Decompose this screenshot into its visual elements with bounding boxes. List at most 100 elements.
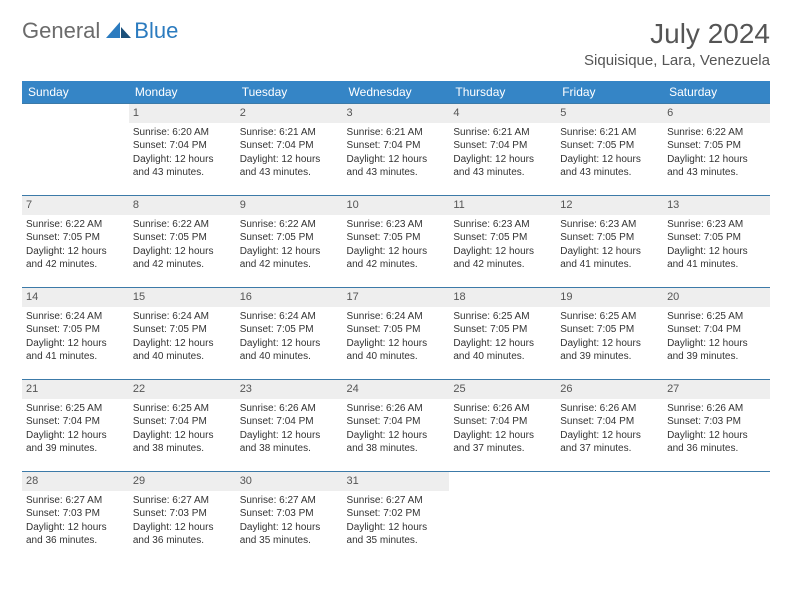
sunrise-text: Sunrise: 6:26 AM — [453, 402, 552, 416]
sunset-text: Sunset: 7:05 PM — [453, 231, 552, 245]
calendar-day-cell — [449, 472, 556, 564]
day-number: 6 — [663, 104, 770, 123]
day-number: 4 — [449, 104, 556, 123]
day-number: 21 — [22, 380, 129, 399]
sunrise-text: Sunrise: 6:22 AM — [133, 218, 232, 232]
weekday-header: Thursday — [449, 81, 556, 104]
calendar-day-cell: 16Sunrise: 6:24 AMSunset: 7:05 PMDayligh… — [236, 288, 343, 380]
calendar-day-cell: 14Sunrise: 6:24 AMSunset: 7:05 PMDayligh… — [22, 288, 129, 380]
sunrise-text: Sunrise: 6:26 AM — [667, 402, 766, 416]
daylight-text: Daylight: 12 hours and 41 minutes. — [560, 245, 659, 272]
calendar-week-row: 7Sunrise: 6:22 AMSunset: 7:05 PMDaylight… — [22, 196, 770, 288]
sunrise-text: Sunrise: 6:27 AM — [347, 494, 446, 508]
sunrise-text: Sunrise: 6:27 AM — [26, 494, 125, 508]
daylight-text: Daylight: 12 hours and 42 minutes. — [453, 245, 552, 272]
sunrise-text: Sunrise: 6:26 AM — [240, 402, 339, 416]
sunset-text: Sunset: 7:04 PM — [560, 415, 659, 429]
calendar-day-cell: 2Sunrise: 6:21 AMSunset: 7:04 PMDaylight… — [236, 104, 343, 196]
calendar-day-cell: 21Sunrise: 6:25 AMSunset: 7:04 PMDayligh… — [22, 380, 129, 472]
day-number: 16 — [236, 288, 343, 307]
daylight-text: Daylight: 12 hours and 38 minutes. — [347, 429, 446, 456]
daylight-text: Daylight: 12 hours and 37 minutes. — [453, 429, 552, 456]
logo-sail-icon — [106, 22, 132, 40]
daylight-text: Daylight: 12 hours and 37 minutes. — [560, 429, 659, 456]
calendar-day-cell — [556, 472, 663, 564]
daylight-text: Daylight: 12 hours and 43 minutes. — [667, 153, 766, 180]
sunrise-text: Sunrise: 6:23 AM — [347, 218, 446, 232]
day-number: 19 — [556, 288, 663, 307]
sunrise-text: Sunrise: 6:21 AM — [453, 126, 552, 140]
calendar-day-cell: 31Sunrise: 6:27 AMSunset: 7:02 PMDayligh… — [343, 472, 450, 564]
day-number: 14 — [22, 288, 129, 307]
calendar-day-cell: 29Sunrise: 6:27 AMSunset: 7:03 PMDayligh… — [129, 472, 236, 564]
daylight-text: Daylight: 12 hours and 43 minutes. — [560, 153, 659, 180]
calendar-day-cell: 25 Sunrise: 6:26 AMSunset: 7:04 PMDayligh… — [449, 380, 556, 472]
sunset-text: Sunset: 7:04 PM — [453, 415, 552, 429]
day-number: 18 — [449, 288, 556, 307]
calendar-day-cell: 5Sunrise: 6:21 AMSunset: 7:05 PMDaylight… — [556, 104, 663, 196]
day-number: 8 — [129, 196, 236, 215]
sunset-text: Sunset: 7:04 PM — [133, 139, 232, 153]
sunset-text: Sunset: 7:05 PM — [453, 323, 552, 337]
day-number: 12 — [556, 196, 663, 215]
calendar-day-cell: 22Sunrise: 6:25 AMSunset: 7:04 PMDayligh… — [129, 380, 236, 472]
sunrise-text: Sunrise: 6:27 AM — [133, 494, 232, 508]
sunset-text: Sunset: 7:05 PM — [560, 231, 659, 245]
daylight-text: Daylight: 12 hours and 39 minutes. — [560, 337, 659, 364]
day-number: 28 — [22, 472, 129, 491]
sunrise-text: Sunrise: 6:25 AM — [133, 402, 232, 416]
calendar-day-cell: 26 Sunrise: 6:26 AMSunset: 7:04 PMDayligh… — [556, 380, 663, 472]
day-number: 23 — [236, 380, 343, 399]
daylight-text: Daylight: 12 hours and 42 minutes. — [26, 245, 125, 272]
sunrise-text: Sunrise: 6:24 AM — [133, 310, 232, 324]
sunrise-text: Sunrise: 6:22 AM — [240, 218, 339, 232]
sunset-text: Sunset: 7:05 PM — [560, 323, 659, 337]
weekday-header: Friday — [556, 81, 663, 104]
day-number: 26 — [556, 380, 663, 399]
day-number: 9 — [236, 196, 343, 215]
daylight-text: Daylight: 12 hours and 36 minutes. — [26, 521, 125, 548]
sunrise-text: Sunrise: 6:21 AM — [240, 126, 339, 140]
sunrise-text: Sunrise: 6:22 AM — [26, 218, 125, 232]
sunset-text: Sunset: 7:05 PM — [347, 231, 446, 245]
logo-text-general: General — [22, 18, 100, 44]
daylight-text: Daylight: 12 hours and 43 minutes. — [133, 153, 232, 180]
day-number: 25 — [449, 380, 556, 399]
day-number: 7 — [22, 196, 129, 215]
weekday-header: Sunday — [22, 81, 129, 104]
sunset-text: Sunset: 7:04 PM — [240, 139, 339, 153]
sunrise-text: Sunrise: 6:26 AM — [560, 402, 659, 416]
sunset-text: Sunset: 7:04 PM — [347, 415, 446, 429]
daylight-text: Daylight: 12 hours and 42 minutes. — [133, 245, 232, 272]
daylight-text: Daylight: 12 hours and 43 minutes. — [347, 153, 446, 180]
daylight-text: Daylight: 12 hours and 43 minutes. — [453, 153, 552, 180]
calendar-day-cell: 6Sunrise: 6:22 AMSunset: 7:05 PMDaylight… — [663, 104, 770, 196]
calendar-day-cell: 1Sunrise: 6:20 AMSunset: 7:04 PMDaylight… — [129, 104, 236, 196]
calendar-table: SundayMondayTuesdayWednesdayThursdayFrid… — [22, 81, 770, 564]
calendar-week-row: 21Sunrise: 6:25 AMSunset: 7:04 PMDayligh… — [22, 380, 770, 472]
month-title: July 2024 — [584, 18, 770, 50]
day-number: 5 — [556, 104, 663, 123]
day-number: 24 — [343, 380, 450, 399]
daylight-text: Daylight: 12 hours and 36 minutes. — [667, 429, 766, 456]
sunrise-text: Sunrise: 6:23 AM — [667, 218, 766, 232]
calendar-day-cell: 23Sunrise: 6:26 AMSunset: 7:04 PMDayligh… — [236, 380, 343, 472]
day-number: 2 — [236, 104, 343, 123]
sunrise-text: Sunrise: 6:26 AM — [347, 402, 446, 416]
day-number: 1 — [129, 104, 236, 123]
calendar-week-row: 14Sunrise: 6:24 AMSunset: 7:05 PMDayligh… — [22, 288, 770, 380]
daylight-text: Daylight: 12 hours and 35 minutes. — [347, 521, 446, 548]
day-number: 30 — [236, 472, 343, 491]
calendar-day-cell: 17Sunrise: 6:24 AMSunset: 7:05 PMDayligh… — [343, 288, 450, 380]
calendar-day-cell: 13Sunrise: 6:23 AMSunset: 7:05 PMDayligh… — [663, 196, 770, 288]
sunrise-text: Sunrise: 6:22 AM — [667, 126, 766, 140]
weekday-header: Monday — [129, 81, 236, 104]
sunrise-text: Sunrise: 6:25 AM — [453, 310, 552, 324]
sunrise-text: Sunrise: 6:24 AM — [347, 310, 446, 324]
calendar-day-cell: 9Sunrise: 6:22 AMSunset: 7:05 PMDaylight… — [236, 196, 343, 288]
title-block: July 2024 Siquisique, Lara, Venezuela — [584, 18, 770, 69]
sunset-text: Sunset: 7:05 PM — [26, 323, 125, 337]
sunset-text: Sunset: 7:04 PM — [133, 415, 232, 429]
calendar-day-cell: 4Sunrise: 6:21 AMSunset: 7:04 PMDaylight… — [449, 104, 556, 196]
calendar-day-cell — [663, 472, 770, 564]
